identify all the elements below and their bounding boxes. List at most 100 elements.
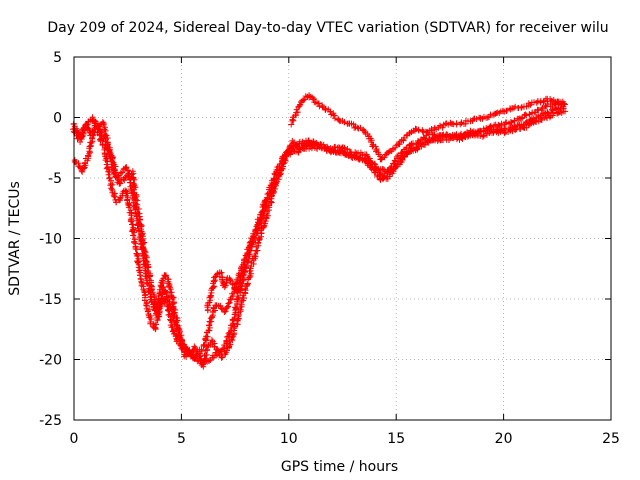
data-point bbox=[254, 247, 261, 254]
data-point bbox=[300, 97, 307, 104]
plot-frame bbox=[73, 56, 612, 421]
data-point bbox=[235, 313, 242, 320]
x-tick-label: 10 bbox=[280, 431, 298, 447]
data-point bbox=[449, 131, 456, 138]
data-point bbox=[151, 300, 158, 307]
data-point bbox=[148, 316, 155, 323]
data-point bbox=[342, 150, 349, 157]
data-point bbox=[104, 141, 111, 147]
x-tick-label: 20 bbox=[495, 431, 513, 447]
data-point bbox=[149, 286, 155, 293]
data-point bbox=[130, 232, 137, 239]
grid bbox=[74, 57, 611, 420]
data-point bbox=[532, 117, 539, 124]
data-point bbox=[512, 103, 519, 110]
data-point bbox=[412, 145, 419, 151]
data-point bbox=[399, 157, 406, 163]
data-point bbox=[495, 121, 502, 128]
data-point bbox=[131, 229, 138, 236]
data-point bbox=[359, 156, 366, 163]
data-point bbox=[109, 158, 116, 165]
data-point bbox=[81, 126, 88, 133]
data-point bbox=[117, 170, 124, 177]
data-point bbox=[175, 332, 182, 339]
data-point bbox=[218, 269, 225, 276]
data-point bbox=[99, 119, 106, 126]
data-point bbox=[446, 133, 453, 139]
series-4 bbox=[204, 261, 249, 314]
data-point bbox=[87, 149, 93, 156]
data-point bbox=[201, 341, 208, 348]
data-point bbox=[125, 201, 132, 208]
data-point bbox=[121, 177, 128, 184]
data-point bbox=[105, 171, 112, 178]
data-point bbox=[488, 124, 495, 131]
data-point bbox=[273, 166, 280, 173]
data-point bbox=[165, 300, 172, 306]
data-point bbox=[167, 286, 174, 293]
data-point bbox=[547, 98, 554, 105]
data-point bbox=[361, 127, 368, 134]
data-points bbox=[70, 92, 569, 370]
data-point bbox=[144, 259, 151, 265]
data-point bbox=[160, 284, 167, 290]
data-point bbox=[562, 108, 569, 115]
data-point bbox=[301, 96, 308, 103]
data-point bbox=[138, 232, 145, 239]
x-axis-title: GPS time / hours bbox=[281, 459, 398, 475]
data-point bbox=[137, 216, 144, 223]
data-point bbox=[352, 149, 359, 156]
data-point bbox=[136, 272, 143, 279]
data-point bbox=[523, 112, 530, 119]
data-point bbox=[381, 154, 388, 161]
data-point bbox=[199, 360, 206, 367]
data-point bbox=[244, 281, 251, 288]
data-point bbox=[376, 173, 383, 179]
y-tick-label: -5 bbox=[48, 171, 62, 187]
data-point bbox=[206, 358, 213, 364]
y-tick-label: -15 bbox=[39, 292, 62, 308]
data-point bbox=[544, 109, 551, 116]
y-tick-label: -25 bbox=[39, 413, 62, 429]
data-point bbox=[152, 321, 159, 328]
tick-labels: 0 5 10 15 20 25 -25 -20 -15 -10 -5 0 5 bbox=[39, 50, 620, 447]
data-point bbox=[207, 292, 214, 299]
data-point bbox=[241, 295, 247, 301]
data-point bbox=[79, 134, 85, 140]
data-point bbox=[439, 124, 446, 131]
data-point bbox=[434, 138, 441, 145]
data-point bbox=[252, 251, 259, 257]
data-point bbox=[381, 167, 388, 173]
y-axis-title: SDTVAR / TECUs bbox=[7, 181, 23, 296]
data-point bbox=[162, 288, 169, 295]
data-point bbox=[108, 185, 115, 192]
data-point bbox=[327, 108, 333, 115]
data-point bbox=[168, 306, 175, 313]
x-tick-label: 0 bbox=[70, 431, 79, 447]
data-point bbox=[206, 322, 212, 329]
data-point bbox=[138, 222, 145, 229]
y-tick-label: 0 bbox=[53, 111, 62, 127]
data-point bbox=[288, 121, 295, 128]
data-point bbox=[404, 149, 411, 156]
data-point bbox=[267, 198, 274, 205]
data-point bbox=[534, 98, 541, 105]
data-point bbox=[222, 308, 229, 315]
data-point bbox=[315, 141, 322, 148]
data-point bbox=[352, 154, 359, 161]
data-point bbox=[405, 149, 412, 155]
data-point bbox=[81, 127, 87, 134]
data-point bbox=[512, 126, 519, 133]
data-point bbox=[158, 300, 165, 307]
data-point bbox=[225, 300, 232, 307]
data-point bbox=[227, 278, 234, 284]
data-point bbox=[98, 129, 104, 136]
data-point bbox=[549, 112, 556, 119]
data-point bbox=[347, 151, 354, 158]
data-point bbox=[270, 175, 277, 182]
data-point bbox=[240, 264, 247, 271]
data-point bbox=[117, 180, 124, 187]
data-point bbox=[159, 278, 166, 284]
data-point bbox=[264, 191, 271, 198]
